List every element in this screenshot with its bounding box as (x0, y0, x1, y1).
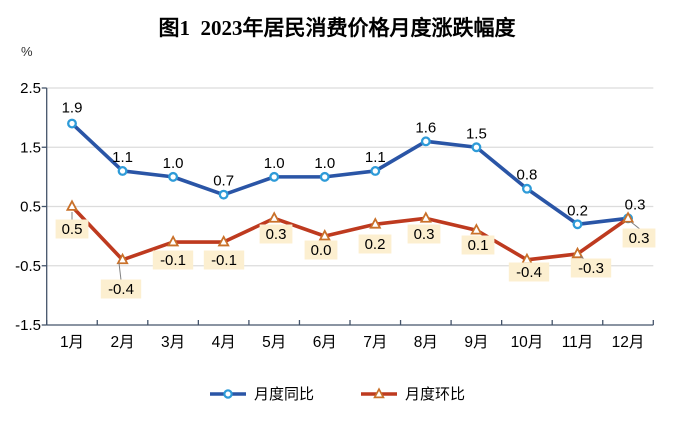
svg-text:0.2: 0.2 (365, 236, 386, 253)
svg-text:-0.1: -0.1 (211, 252, 237, 269)
svg-text:3月: 3月 (161, 334, 185, 351)
svg-text:1.5: 1.5 (466, 125, 487, 142)
svg-text:1.9: 1.9 (62, 100, 83, 117)
legend-item-mom: 月度环比 (360, 383, 465, 404)
svg-text:0.2: 0.2 (567, 202, 588, 219)
svg-text:0.1: 0.1 (468, 237, 489, 254)
svg-text:5月: 5月 (262, 334, 286, 351)
svg-text:8月: 8月 (414, 334, 438, 351)
svg-text:10月: 10月 (511, 334, 544, 351)
svg-text:0.3: 0.3 (266, 226, 287, 243)
svg-text:0.3: 0.3 (414, 226, 435, 243)
svg-text:0.3: 0.3 (625, 196, 646, 213)
svg-text:0.5: 0.5 (62, 221, 83, 238)
svg-text:1.0: 1.0 (314, 155, 335, 172)
svg-text:9月: 9月 (464, 334, 488, 351)
svg-text:0.0: 0.0 (311, 242, 332, 259)
legend-item-yoy: 月度同比 (209, 383, 314, 404)
svg-text:1.6: 1.6 (415, 119, 436, 136)
svg-text:-0.5: -0.5 (15, 258, 41, 275)
yoy-line-circle-icon (209, 388, 246, 399)
svg-text:-1.5: -1.5 (15, 317, 41, 334)
svg-text:1.1: 1.1 (112, 149, 133, 166)
svg-text:0.3: 0.3 (629, 230, 650, 247)
svg-text:0.7: 0.7 (213, 173, 234, 190)
svg-text:-0.1: -0.1 (160, 252, 186, 269)
mom-line-triangle-icon (361, 386, 397, 398)
y-axis-unit-label: % (21, 44, 33, 59)
svg-text:-0.4: -0.4 (108, 281, 134, 298)
legend-label-mom: 月度环比 (405, 386, 466, 403)
svg-text:12月: 12月 (612, 334, 645, 351)
svg-text:11月: 11月 (562, 334, 594, 351)
svg-text:1.0: 1.0 (264, 155, 285, 172)
svg-text:0.5: 0.5 (20, 199, 41, 216)
svg-text:4月: 4月 (212, 334, 236, 351)
svg-text:-0.4: -0.4 (516, 264, 542, 281)
legend-label-yoy: 月度同比 (253, 386, 314, 403)
legend: 月度同比 月度环比 (0, 383, 674, 404)
chart-title: 图1 2023年居民消费价格月度涨跌幅度 (158, 16, 516, 40)
svg-text:2月: 2月 (110, 334, 134, 351)
svg-text:1.1: 1.1 (365, 149, 386, 166)
svg-text:1月: 1月 (60, 334, 84, 351)
svg-text:1.0: 1.0 (163, 155, 184, 172)
svg-text:0.8: 0.8 (517, 167, 538, 184)
svg-text:1.5: 1.5 (20, 139, 41, 156)
svg-text:6月: 6月 (313, 334, 337, 351)
svg-text:-0.3: -0.3 (578, 260, 604, 277)
svg-text:7月: 7月 (363, 334, 387, 351)
svg-text:2.5: 2.5 (20, 80, 41, 97)
